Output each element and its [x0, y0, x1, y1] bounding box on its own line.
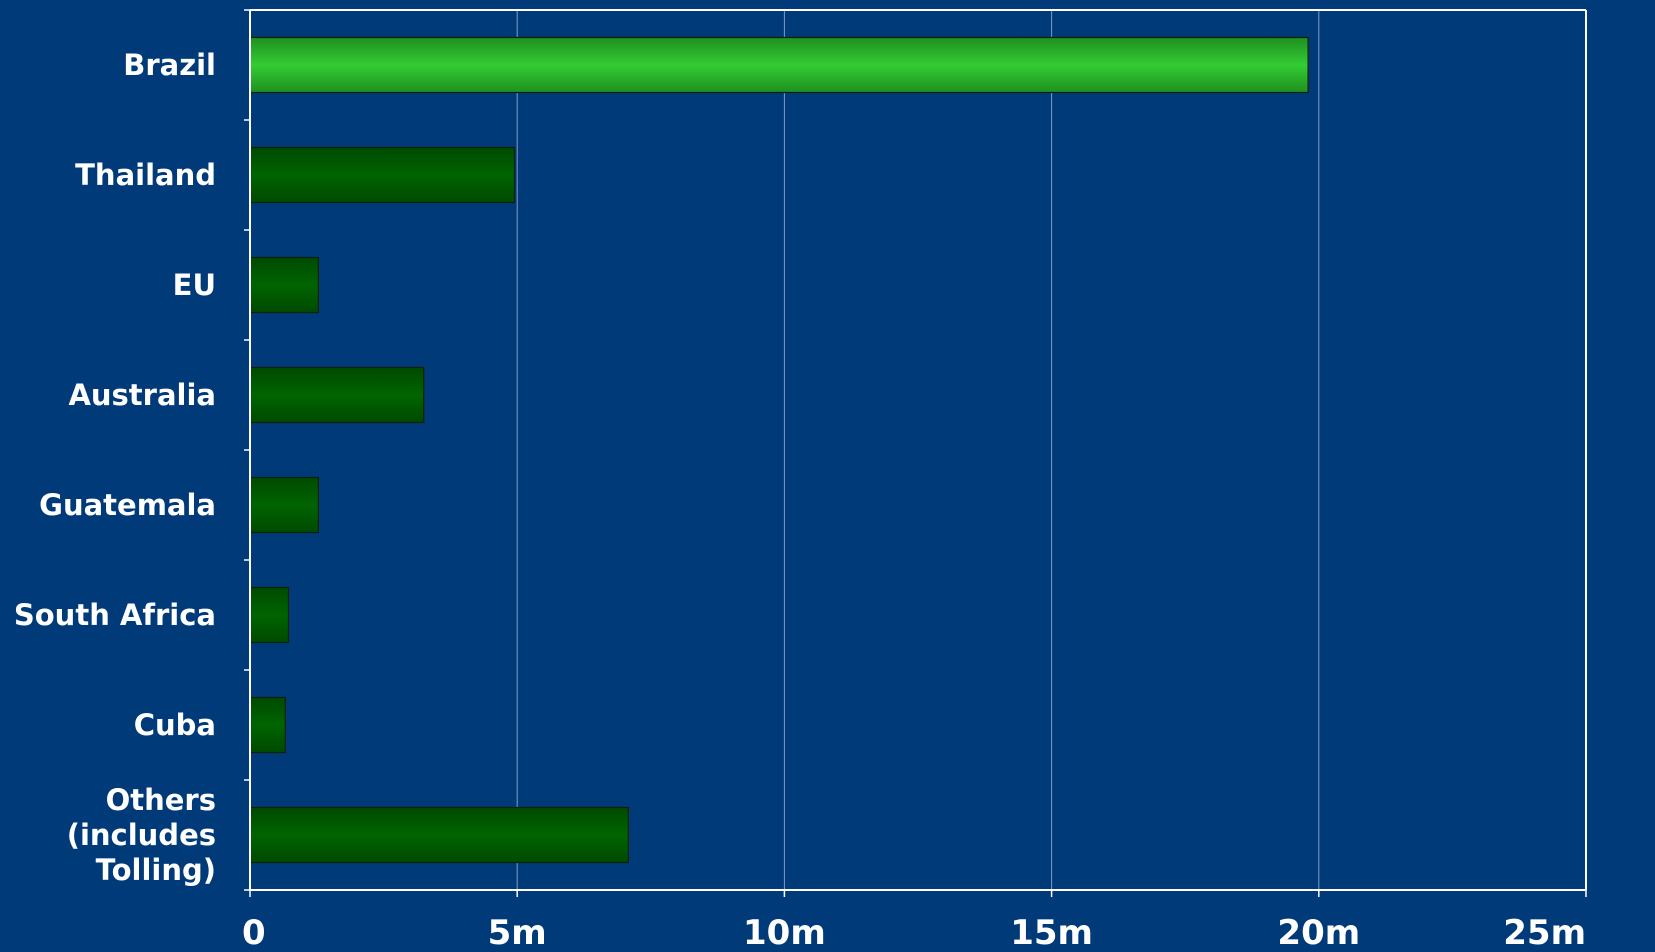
bar-cuba — [249, 696, 286, 754]
bar-south-africa — [249, 586, 290, 644]
bars — [249, 36, 1309, 864]
category-label: Thailand — [75, 158, 216, 192]
bar-eu — [249, 256, 320, 314]
bar-brazil — [249, 36, 1309, 94]
bar-thailand — [249, 146, 516, 204]
category-label: South Africa — [14, 598, 216, 632]
category-label: Australia — [68, 378, 216, 412]
x-tick-label: 15m — [1010, 913, 1093, 952]
x-tick-label: 0 — [242, 913, 266, 952]
bar-others-includes-tolling — [249, 806, 629, 864]
x-tick-label: 25m — [1503, 913, 1586, 952]
category-label: Guatemala — [39, 488, 216, 522]
category-label: Others (includes Tolling) — [67, 783, 216, 887]
gridlines — [516, 10, 1587, 890]
x-tick-label: 20m — [1277, 913, 1360, 952]
axes — [244, 9, 1587, 897]
category-labels: Brazil Thailand EU Australia Guatemala South … — [14, 48, 216, 887]
category-label: Cuba — [134, 708, 216, 742]
x-tick-label: 10m — [743, 913, 826, 952]
category-label: Brazil — [123, 48, 216, 82]
x-tick-label: 5m — [488, 913, 547, 952]
bar-australia — [249, 366, 425, 424]
category-label: EU — [173, 268, 216, 302]
bar-guatemala — [249, 476, 320, 534]
x-tick-labels: 0 5m 10m 15m 20m 25m — [242, 913, 1586, 952]
